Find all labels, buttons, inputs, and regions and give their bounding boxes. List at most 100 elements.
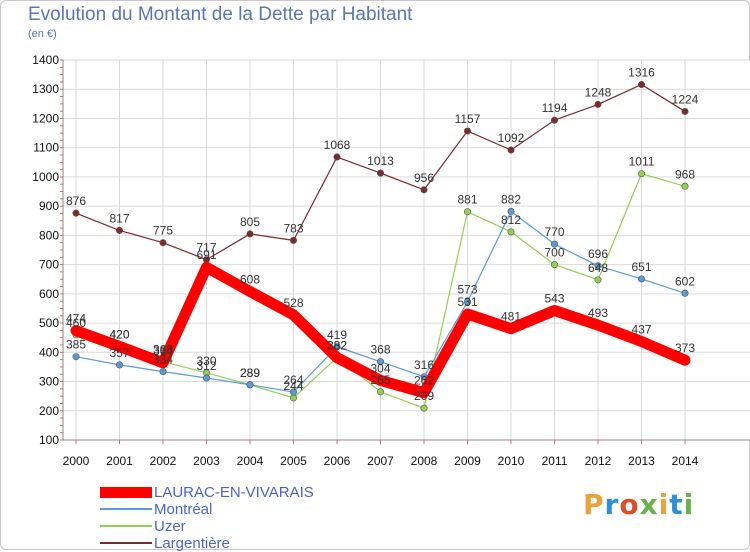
data-label: 357 — [109, 346, 129, 360]
data-point — [550, 240, 558, 248]
data-point — [115, 342, 124, 351]
legend-label: Montréal — [154, 501, 213, 518]
data-point — [420, 404, 428, 412]
data-point — [463, 208, 471, 216]
data-point — [681, 356, 689, 365]
data-point — [246, 287, 254, 296]
data-label: 419 — [327, 328, 347, 342]
data-point — [246, 230, 254, 238]
data-point — [550, 306, 559, 315]
data-point — [637, 170, 645, 178]
data-label: 420 — [109, 327, 129, 341]
data-point — [550, 116, 558, 124]
data-point — [333, 153, 341, 161]
data-label: 770 — [544, 225, 564, 239]
data-label: 460 — [66, 316, 86, 330]
data-point — [463, 310, 472, 319]
data-label: 334 — [153, 353, 173, 367]
data-point — [116, 226, 124, 234]
plot-area — [63, 60, 750, 440]
legend-label: Uzer — [154, 518, 186, 535]
data-point — [376, 358, 384, 366]
data-point — [594, 100, 602, 108]
logo-letter: P — [583, 488, 605, 521]
x-tick-label: 2007 — [367, 454, 394, 468]
data-label: 262 — [414, 374, 434, 388]
data-label: 437 — [631, 322, 651, 336]
data-label: 316 — [414, 358, 434, 372]
data-point — [376, 388, 384, 396]
legend-swatch — [100, 486, 152, 498]
logo-letter: r — [604, 488, 620, 521]
data-point — [637, 81, 645, 89]
data-label: 696 — [588, 247, 608, 261]
data-label: 1248 — [585, 85, 612, 99]
y-tick-label: 1200 — [32, 111, 59, 125]
data-label: 265 — [370, 373, 390, 387]
legend-swatch — [100, 525, 152, 527]
legend-swatch — [100, 542, 152, 544]
x-tick-label: 2001 — [106, 454, 133, 468]
x-tick-label: 2005 — [280, 454, 307, 468]
data-label: 1068 — [324, 138, 351, 152]
data-point — [507, 207, 515, 215]
x-tick-label: 2002 — [150, 454, 177, 468]
x-tick-label: 2013 — [628, 454, 655, 468]
data-label: 264 — [283, 373, 303, 387]
logo-letter: o — [619, 488, 640, 521]
y-tick-label: 900 — [39, 199, 59, 213]
data-label: 1092 — [498, 131, 525, 145]
data-label: 651 — [631, 260, 651, 274]
data-point — [550, 261, 558, 269]
data-point — [72, 209, 80, 217]
data-label: 474 — [66, 312, 86, 326]
data-point — [463, 127, 471, 135]
data-point — [463, 298, 471, 306]
data-label: 691 — [196, 248, 216, 262]
data-label: 1224 — [672, 92, 699, 106]
data-label: 304 — [370, 361, 390, 375]
data-label: 385 — [66, 338, 86, 352]
chart-subtitle: (en €) — [28, 28, 57, 40]
x-tick-label: 2014 — [672, 454, 699, 468]
data-label: 368 — [370, 343, 390, 357]
data-point — [594, 321, 602, 330]
data-label: 481 — [501, 310, 521, 324]
logo-letter: i — [683, 488, 695, 521]
data-point — [376, 376, 385, 385]
y-tick-label: 700 — [39, 258, 59, 272]
data-label: 805 — [240, 215, 260, 229]
data-point — [202, 263, 211, 272]
data-label: 312 — [196, 359, 216, 373]
data-point — [289, 394, 297, 402]
legend-label: LAURAC-EN-VIVARAIS — [154, 484, 314, 501]
data-label: 876 — [66, 194, 86, 208]
data-label: 382 — [327, 339, 347, 353]
data-point — [594, 276, 602, 284]
data-point — [507, 228, 515, 236]
x-tick-label: 2006 — [324, 454, 351, 468]
data-label: 209 — [414, 389, 434, 403]
data-label: 373 — [675, 341, 695, 355]
data-label: 608 — [240, 273, 260, 287]
data-label: 420 — [109, 327, 129, 341]
data-point — [507, 324, 515, 333]
x-tick-label: 2010 — [498, 454, 525, 468]
y-tick-label: 800 — [39, 228, 59, 242]
data-label: 968 — [675, 167, 695, 181]
data-label: 1157 — [455, 112, 481, 126]
y-tick-label: 1000 — [32, 170, 59, 184]
data-label: 1013 — [367, 154, 394, 168]
logo-letter: t — [669, 488, 684, 521]
data-point — [289, 388, 297, 396]
data-label: 1316 — [628, 66, 655, 80]
data-label: 817 — [109, 211, 129, 225]
data-point — [72, 326, 80, 335]
x-tick-label: 2009 — [454, 454, 481, 468]
data-label: 1194 — [542, 101, 568, 115]
data-label: 602 — [675, 274, 695, 288]
data-label: 543 — [544, 292, 564, 306]
logo-letter: x — [639, 488, 659, 521]
data-point — [507, 146, 515, 154]
